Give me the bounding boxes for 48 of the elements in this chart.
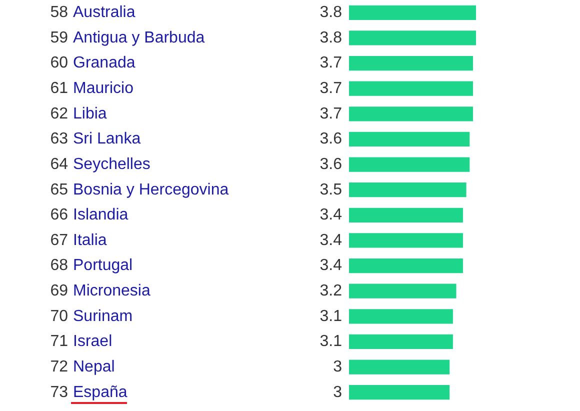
bar: [349, 233, 463, 248]
y-tick-label: 62 Libia: [50, 105, 107, 122]
data-label: 3.7: [320, 54, 342, 72]
y-tick-label: 73 España: [50, 384, 128, 401]
y-tick-label: 59 Antigua y Barbuda: [50, 29, 205, 46]
bar: [349, 132, 470, 147]
bar: [349, 208, 463, 222]
y-tick-label: 69 Micronesia: [50, 282, 150, 300]
bar: [349, 157, 470, 172]
y-tick-label: 58 Australia: [50, 4, 136, 22]
data-label: 3.4: [320, 257, 342, 274]
data-label: 3.1: [320, 308, 342, 325]
bar: [349, 309, 453, 324]
data-label: 3.6: [320, 156, 342, 173]
bar: [349, 334, 453, 350]
y-tick-label: 71 Israel: [50, 333, 112, 350]
bar: [349, 5, 476, 20]
y-tick-label: 65 Bosnia y Hercegovina: [50, 181, 229, 198]
data-label: 3.8: [320, 29, 342, 46]
bar: [349, 258, 463, 274]
bar: [349, 284, 456, 298]
y-tick-label: 66 Islandia: [50, 206, 128, 224]
bar: [349, 106, 473, 122]
bar: [349, 30, 476, 46]
y-tick-label: 68 Portugal: [50, 257, 133, 274]
bar: [349, 81, 473, 96]
data-label: 3.8: [320, 4, 342, 22]
bar: [349, 385, 450, 400]
bar: [349, 182, 466, 198]
data-label: 3.6: [320, 130, 342, 148]
data-label: 3.4: [320, 206, 342, 224]
bar: [349, 360, 450, 374]
data-label: 3: [333, 384, 342, 401]
y-tick-label: 63 Sri Lanka: [50, 130, 141, 148]
y-tick-label: 61 Mauricio: [50, 80, 134, 97]
data-label: 3.5: [320, 181, 342, 198]
y-tick-label: 64 Seychelles: [50, 156, 150, 173]
y-tick-label: 72 Nepal: [50, 358, 115, 376]
data-label: 3.1: [320, 333, 342, 350]
data-label: 3.2: [320, 282, 342, 300]
data-label: 3.7: [320, 80, 342, 97]
data-label: 3.4: [320, 232, 342, 249]
data-label: 3.7: [320, 105, 342, 122]
y-tick-label: 60 Granada: [50, 54, 136, 72]
y-tick-label: 70 Surinam: [50, 308, 133, 325]
bar: [349, 56, 473, 71]
y-tick-label: 67 Italia: [50, 232, 107, 249]
data-label: 3: [333, 358, 342, 376]
